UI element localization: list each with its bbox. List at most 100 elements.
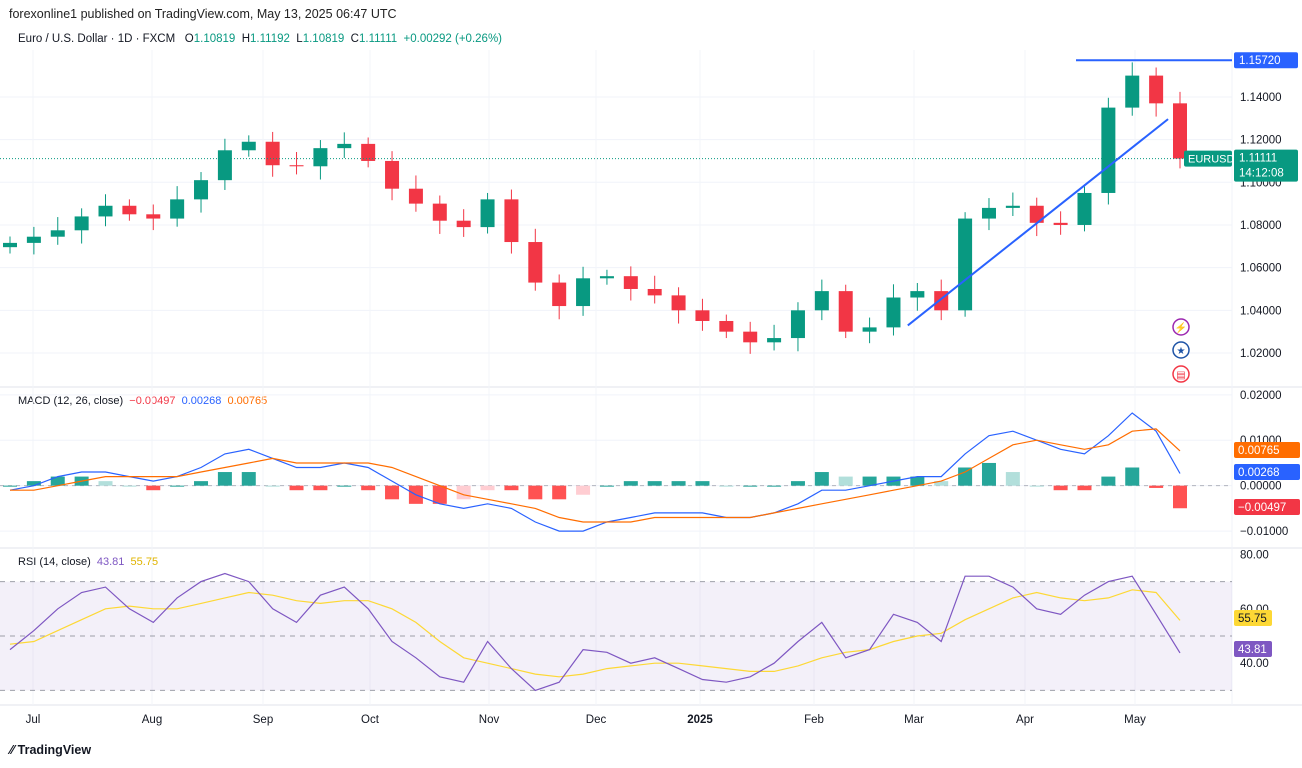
symbol-tag-label: EURUSD — [1188, 154, 1235, 166]
price-tick-label: 1.14000 — [1240, 92, 1282, 104]
candle-body — [790, 310, 805, 339]
macd-histogram-bar — [26, 481, 41, 486]
macd-histogram-bar — [767, 485, 782, 487]
open-value: 1.10819 — [193, 33, 236, 45]
brand-name: TradingView — [17, 743, 92, 757]
macd-value-tag — [1234, 499, 1300, 515]
trend-line-drawing — [907, 118, 1169, 327]
rsi-tick-label: 40.00 — [1240, 658, 1269, 670]
time-tick-label: Nov — [479, 714, 500, 726]
candle-body — [814, 291, 829, 311]
macd-tick-label: 0.02000 — [1240, 390, 1282, 402]
macd-histogram-bar — [599, 485, 614, 487]
price-tick-label: 1.08000 — [1240, 220, 1282, 232]
rsi-value-tag-label: 55.75 — [1238, 613, 1267, 625]
candle-body — [552, 282, 567, 307]
candle-body — [361, 143, 376, 161]
macd-tick-label: 0.00000 — [1240, 481, 1282, 493]
candle-body — [1077, 192, 1092, 225]
macd-value-tag-label: 0.00268 — [1238, 467, 1280, 479]
candle-body — [289, 165, 304, 167]
macd-histogram-bar — [385, 485, 400, 500]
rsi-legend[interactable]: RSI (14, close) 43.81 55.75 — [18, 556, 158, 568]
macd-line — [9, 412, 1181, 532]
candle-body — [981, 207, 996, 219]
candle-body — [528, 242, 543, 283]
symbol-tag — [1184, 150, 1232, 167]
candle-body — [337, 143, 352, 149]
macd-histogram-bar — [719, 485, 734, 487]
rsi-value-tag-label: 43.81 — [1238, 644, 1267, 656]
macd-histogram-bar — [241, 472, 256, 486]
candle-body — [886, 297, 901, 328]
candle-body — [958, 218, 973, 311]
high-value: 1.11192 — [250, 33, 290, 45]
macd-value: 0.00268 — [181, 395, 222, 407]
low-value: 1.10819 — [302, 33, 345, 45]
rsi-line — [9, 572, 1181, 692]
price-tick-label: 1.04000 — [1240, 305, 1282, 317]
macd-histogram-bar — [146, 485, 161, 491]
macd-histogram-bar — [576, 485, 591, 495]
euro-flag-icon-glyph: ★ — [1177, 346, 1186, 357]
candle-body — [26, 236, 41, 243]
candle-body — [671, 295, 686, 311]
macd-histogram-bar — [480, 485, 495, 491]
macd-histogram-bar — [981, 462, 996, 486]
macd-histogram-bar — [50, 476, 65, 486]
countdown-label: 14:12:08 — [1239, 168, 1284, 180]
candle-body — [1053, 222, 1068, 225]
macd-value-tag — [1234, 464, 1300, 480]
candle-body — [194, 180, 209, 200]
candle-body — [217, 150, 232, 181]
tradingview-logo[interactable]: ⁄⁄ TradingView — [10, 743, 91, 757]
macd-histogram-bar — [313, 485, 328, 491]
time-tick-label: 2025 — [687, 714, 713, 726]
chart-canvas[interactable]: 1.020001.040001.060001.080001.100001.120… — [0, 0, 1302, 740]
macd-histogram-bar — [217, 472, 232, 486]
macd-histogram-bar — [862, 476, 877, 486]
macd-value-tag-label: −0.00497 — [1238, 502, 1286, 514]
macd-histogram-bar — [1029, 485, 1044, 487]
lightning-event-icon — [1172, 318, 1190, 336]
macd-histogram-bar — [194, 481, 209, 486]
macd-tick-label: −0.01000 — [1240, 526, 1288, 538]
publish-info: forexonline1 published on TradingView.co… — [9, 7, 397, 21]
macd-histogram-bar — [958, 467, 973, 486]
candle-body — [743, 331, 758, 343]
macd-histogram-bar — [1101, 476, 1116, 486]
rsi-value-tag — [1234, 641, 1272, 657]
macd-histogram-bar — [1149, 485, 1164, 488]
price-tick-label: 1.02000 — [1240, 348, 1282, 360]
rsi-value-tag — [1234, 610, 1272, 626]
macd-histogram-bar — [743, 485, 758, 487]
candle-body — [599, 276, 614, 279]
symbol-title[interactable]: Euro / U.S. Dollar · 1D · FXCM — [18, 33, 176, 45]
macd-histogram-bar — [3, 485, 17, 487]
candle-body — [576, 278, 591, 307]
close-label: C — [350, 33, 359, 45]
last-price-label: 1.11111 — [1239, 153, 1277, 165]
candle-body — [480, 199, 495, 228]
macd-value-tag — [1234, 442, 1300, 458]
candle-body — [695, 310, 710, 321]
time-tick-label: Mar — [904, 714, 924, 726]
candle-body — [910, 291, 925, 298]
low-label: L — [296, 33, 303, 45]
macd-histogram-bar — [122, 485, 137, 487]
candle-body — [170, 199, 185, 219]
macd-histogram-bar — [695, 481, 710, 486]
candle-body — [408, 188, 423, 204]
macd-title: MACD (12, 26, close) — [18, 395, 124, 407]
macd-signal-value: 0.00765 — [227, 395, 268, 407]
candle-body — [719, 320, 734, 332]
candle-body — [1101, 107, 1116, 193]
us-flag-icon — [1172, 365, 1190, 383]
candle-body — [1125, 75, 1140, 108]
macd-histogram-bar — [98, 481, 113, 486]
open-label: O — [184, 33, 194, 45]
macd-histogram-bar — [504, 485, 519, 491]
rsi-ma-value: 55.75 — [130, 556, 159, 568]
macd-value-tag-label: 0.00765 — [1238, 445, 1280, 457]
time-tick-label: Oct — [361, 714, 380, 726]
